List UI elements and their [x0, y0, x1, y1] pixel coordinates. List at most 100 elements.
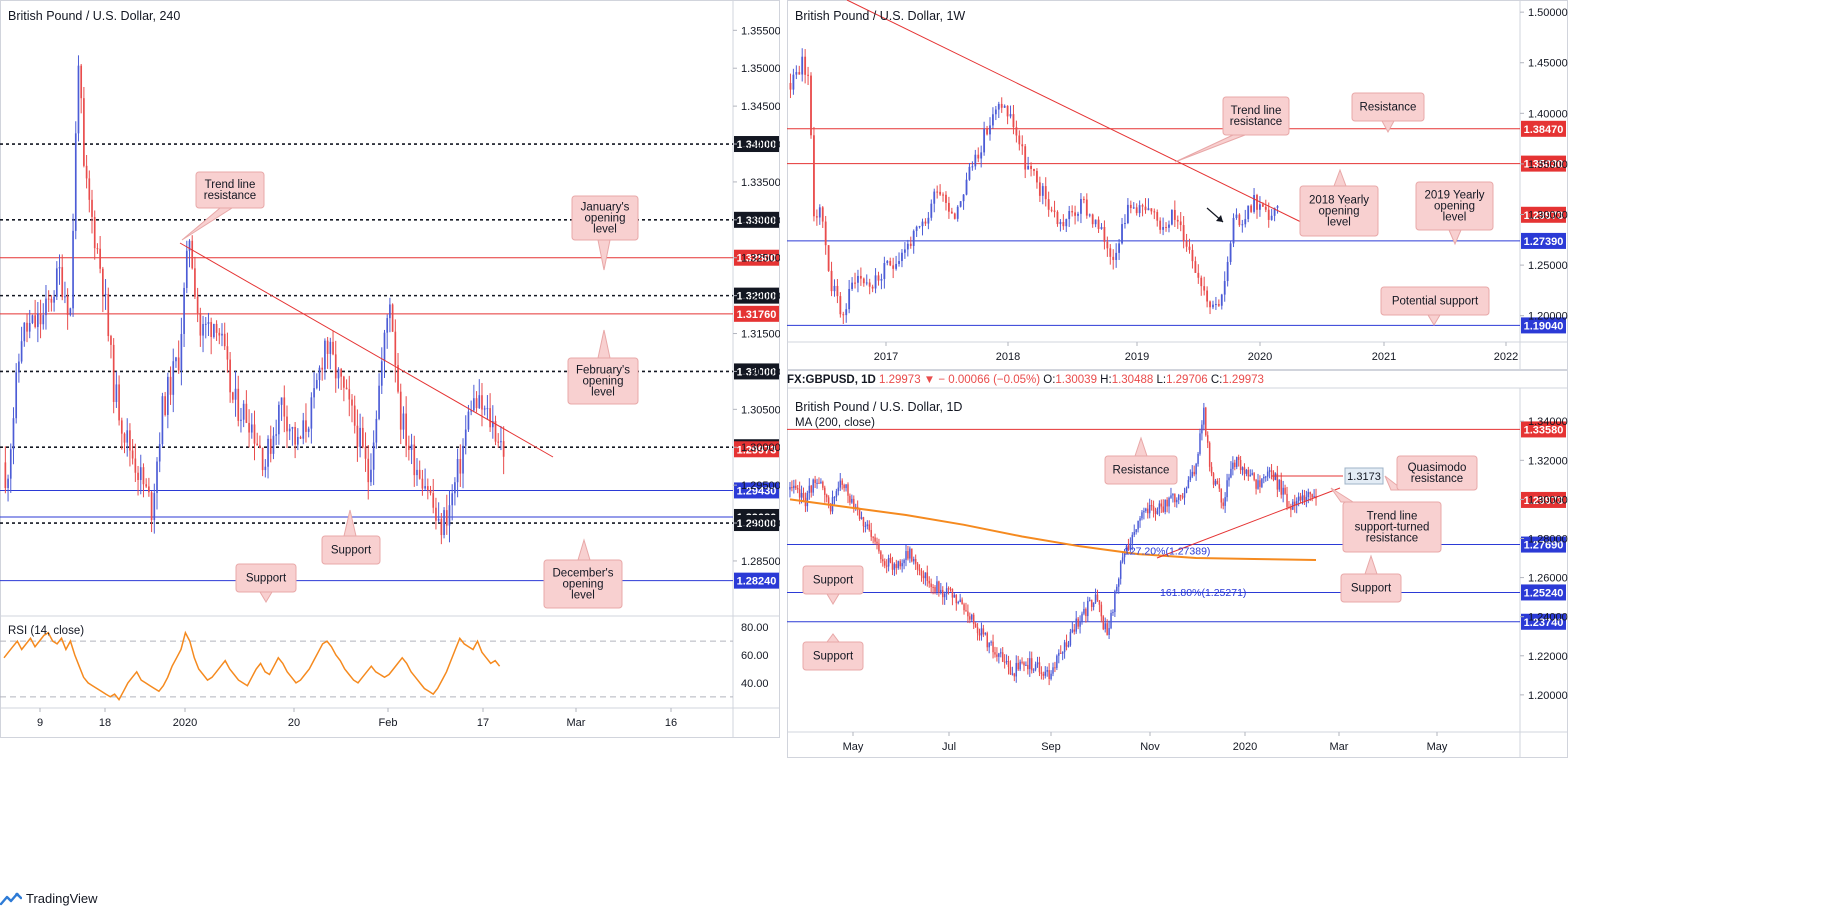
candle-body: [1159, 220, 1162, 230]
candle-body: [883, 263, 886, 279]
candle-body: [997, 103, 1000, 110]
candle-body: [1053, 210, 1056, 212]
candle-body: [188, 240, 191, 251]
candle-body: [1110, 612, 1112, 629]
candle-body: [798, 72, 801, 75]
candle-body: [348, 389, 351, 400]
candle-body: [1108, 628, 1110, 635]
candle-body: [1168, 224, 1170, 228]
candle-body: [1251, 473, 1253, 475]
candle-body: [1042, 674, 1045, 676]
candle-body: [822, 481, 824, 488]
candle-body: [326, 340, 329, 354]
candle-body: [1141, 205, 1144, 207]
chart-panel-weekly[interactable]: 1.38470 1.35030 1.29973 1.27390 1.19040 1.500…: [787, 0, 1568, 370]
candle-body: [291, 426, 294, 429]
candle-body: [808, 485, 811, 494]
callout-box: [802, 565, 864, 595]
candle-body: [1059, 652, 1062, 654]
candle-body: [191, 240, 194, 269]
candle-body: [1139, 518, 1141, 521]
candle-body: [451, 493, 454, 506]
annotation-support-3: Support: [802, 633, 864, 671]
candle-body: [1056, 211, 1059, 225]
candle-body: [1222, 502, 1224, 506]
candle-body: [1270, 215, 1273, 220]
chart-panel-h4[interactable]: 1.34000 1.33000 1.32500 1.32000 1.31760 1.310…: [0, 0, 781, 738]
candle-body: [199, 313, 202, 336]
candle-body: [34, 315, 36, 327]
x-tick-label: 2020: [1248, 351, 1272, 363]
candle-body: [959, 599, 961, 602]
weekly-chart-canvas[interactable]: 1.38470 1.35030 1.29973 1.27390 1.19040 1.500…: [787, 0, 1568, 370]
daily-chart-canvas[interactable]: FX:GBPUSD, 1D 1.29973 ▼ − 0.00066 (−0.05…: [787, 370, 1568, 758]
candle-body: [934, 587, 936, 592]
h4-chart-canvas[interactable]: 1.34000 1.33000 1.32500 1.32000 1.31760 1.310…: [0, 0, 781, 738]
candle-body: [927, 217, 930, 224]
candle-body: [80, 65, 83, 99]
y-tick-label: 1.26000: [1528, 573, 1568, 585]
candle-body: [833, 497, 836, 499]
candle-body: [836, 285, 839, 297]
candle-body: [1073, 629, 1076, 632]
callout-label: Trend line: [1231, 105, 1282, 117]
candle-body: [1247, 469, 1250, 477]
candle-body: [1276, 206, 1279, 208]
candle-body: [264, 466, 267, 471]
candle-body: [118, 384, 120, 421]
candle-body: [416, 469, 418, 476]
candle-body: [847, 484, 849, 496]
candle-body: [859, 275, 862, 279]
candle-body: [880, 278, 883, 281]
candle-body: [1044, 671, 1047, 676]
candle-body: [880, 551, 882, 560]
candle-body: [213, 323, 215, 337]
candle-body: [1210, 466, 1213, 474]
price-tag: [1521, 317, 1566, 334]
candle-body: [1005, 660, 1008, 662]
candle-body: [1003, 661, 1006, 663]
price-tag: [734, 482, 779, 499]
candle-body: [1209, 301, 1211, 308]
candle-body: [1025, 664, 1027, 666]
candle-body: [1048, 670, 1050, 679]
candle-body: [1238, 214, 1241, 226]
y-tick-label: 1.31500: [741, 329, 780, 341]
candle-body: [1013, 673, 1016, 677]
price-tag-label: 1.38470: [1524, 124, 1564, 136]
candle-body: [1094, 594, 1097, 603]
candle-body: [1106, 241, 1109, 249]
candle-body: [862, 517, 865, 527]
candle-body: [1077, 213, 1079, 216]
candle-body: [88, 178, 91, 200]
candle-body: [1229, 243, 1232, 262]
chart-panel-daily[interactable]: FX:GBPUSD, 1D 1.29973 ▼ − 0.00066 (−0.05…: [787, 370, 1568, 758]
candle-body: [418, 469, 421, 479]
price-tag: [1521, 613, 1566, 630]
candle-body: [804, 56, 807, 75]
callout-label: Support: [246, 573, 287, 585]
candle-body: [820, 481, 822, 483]
candle-body: [318, 367, 321, 381]
callout-box: [1415, 181, 1494, 231]
candle-body: [1307, 492, 1310, 498]
x-tick-label: Sep: [1041, 741, 1061, 753]
candle-body: [454, 482, 456, 494]
candle-body: [129, 430, 131, 451]
candle-body: [1034, 664, 1037, 670]
price-tag-label: 1.19040: [1524, 320, 1564, 332]
candle-body: [967, 611, 969, 617]
candle-body: [83, 98, 85, 166]
candle-body: [909, 243, 912, 246]
candle-body: [895, 263, 898, 269]
candle-body: [793, 485, 795, 489]
candle-body: [443, 510, 445, 536]
candle-body: [1224, 497, 1226, 506]
candle-body: [1295, 500, 1298, 506]
price-tag-label: 1.28240: [737, 576, 777, 588]
ma-200-line: [789, 498, 1317, 561]
callout-label: January's: [581, 202, 630, 214]
callout-label: resistance: [204, 190, 256, 202]
candle-body: [1301, 495, 1304, 501]
